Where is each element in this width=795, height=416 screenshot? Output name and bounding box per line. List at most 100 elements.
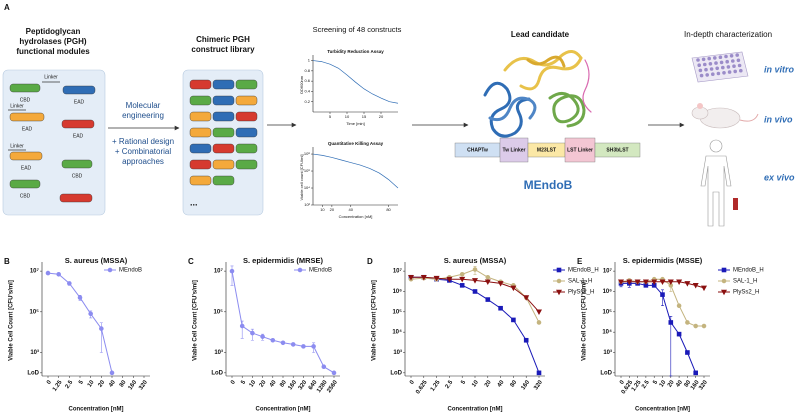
x-tick-label: 40 — [108, 379, 117, 388]
y-tick-label: 10⁴ — [304, 185, 310, 190]
heading: Peptidoglycan — [26, 27, 81, 36]
well — [705, 73, 709, 77]
assay-label: ex vivo — [764, 172, 795, 182]
x-tick-label: 160 — [287, 379, 298, 391]
data-point — [685, 350, 690, 355]
x-tick-label: 320 — [298, 379, 309, 391]
chart-title: Turbidity Reduction Assay — [327, 49, 384, 54]
construct-segment — [189, 95, 212, 106]
data-point — [45, 270, 51, 276]
x-tick-label: 0 — [409, 379, 416, 386]
data-point — [617, 279, 625, 285]
x-tick-label: 15 — [362, 114, 367, 119]
data-line — [312, 60, 399, 104]
y-tick-label: 0.6 — [304, 78, 310, 83]
x-tick-label: 160 — [690, 379, 701, 391]
data-point — [67, 281, 72, 286]
domain — [594, 142, 641, 158]
step-text: engineering — [122, 111, 164, 120]
x-tick-label: 2.5 — [641, 379, 651, 390]
x-tick-label: 10 — [659, 379, 668, 388]
heading: Chimeric PGH — [196, 35, 250, 44]
y-tick-label: LoD — [390, 370, 402, 376]
x-tick-label: 80 — [386, 207, 391, 212]
x-tick-label: 20 — [379, 114, 384, 119]
panel-letter: B — [4, 257, 10, 266]
legend-label: MEndoB_H — [733, 268, 764, 274]
x-tick-label: 40 — [675, 379, 684, 388]
data-point — [511, 317, 516, 323]
well — [737, 63, 742, 68]
module-label: Linker — [44, 74, 58, 80]
data-point — [297, 267, 303, 273]
data-point — [693, 323, 699, 329]
x-tick-label: 5 — [78, 379, 85, 386]
x-tick-label: 160 — [128, 379, 139, 391]
well — [732, 64, 736, 68]
data-point — [56, 271, 61, 277]
data-point — [446, 276, 453, 283]
well — [735, 53, 739, 57]
module-label: Linker — [10, 143, 24, 149]
heading: construct library — [191, 45, 255, 54]
y-tick-label: 10⁷ — [30, 269, 40, 275]
data-point — [692, 283, 699, 289]
x-tick-label: 0 — [46, 379, 53, 386]
construct-segment — [189, 111, 212, 122]
x-tick-label: 20 — [259, 379, 268, 388]
domain-label: LST Linker — [567, 147, 593, 153]
data-point — [260, 334, 265, 339]
x-tick-label: 80 — [510, 379, 519, 388]
y-axis-label: OD600nm — [299, 75, 304, 94]
construct-segment — [212, 111, 235, 122]
data-point — [676, 279, 683, 285]
y-tick-label: 0.4 — [304, 88, 310, 93]
well — [722, 71, 726, 75]
chart-title: Quantitative Killing Assay — [328, 141, 384, 146]
x-tick-label: 20 — [98, 379, 107, 388]
data-point — [485, 274, 491, 280]
y-tick-label: 10⁷ — [393, 269, 403, 275]
x-axis-label: Concentration [nM] — [339, 214, 373, 219]
data-point — [311, 344, 316, 349]
data-point — [684, 281, 691, 287]
x-tick-label: 5 — [240, 379, 247, 386]
panel-letter: E — [577, 257, 583, 266]
y-tick-label: 10⁷ — [214, 269, 224, 275]
data-point — [685, 320, 690, 325]
data-point — [433, 275, 440, 282]
well — [698, 68, 703, 73]
data-point — [250, 330, 255, 336]
data-point — [556, 267, 562, 273]
data-point — [459, 283, 465, 288]
assay-label: in vivo — [764, 114, 793, 124]
y-tick-label: 10⁶ — [393, 289, 403, 295]
data-point — [651, 279, 658, 285]
protein-structure — [483, 50, 592, 138]
human-icon — [700, 139, 738, 227]
heading: Screening of 48 constructs — [313, 25, 402, 34]
data-point — [721, 278, 727, 284]
y-axis-label: Viable Cell Count [CFU's/ml] — [193, 280, 199, 361]
well — [703, 62, 707, 67]
module-label: CBD — [20, 193, 31, 199]
well — [739, 68, 743, 73]
x-tick-label: 10 — [471, 379, 480, 388]
well — [707, 56, 711, 61]
well — [736, 58, 741, 63]
data-point — [301, 344, 306, 349]
well-plate-icon — [691, 51, 749, 83]
x-tick-label: 2560 — [326, 379, 339, 394]
heading: Lead candidate — [511, 30, 570, 39]
x-axis-label: Concentration [nM] — [635, 407, 690, 413]
well — [729, 54, 734, 58]
data-point — [642, 279, 649, 285]
data-point — [484, 279, 491, 285]
data-point — [720, 289, 728, 296]
x-tick-label: 0 — [619, 379, 626, 386]
construct-segment — [189, 143, 212, 154]
x-axis-label: Concentration [nM] — [69, 407, 124, 413]
well — [696, 58, 700, 62]
module — [62, 85, 96, 95]
